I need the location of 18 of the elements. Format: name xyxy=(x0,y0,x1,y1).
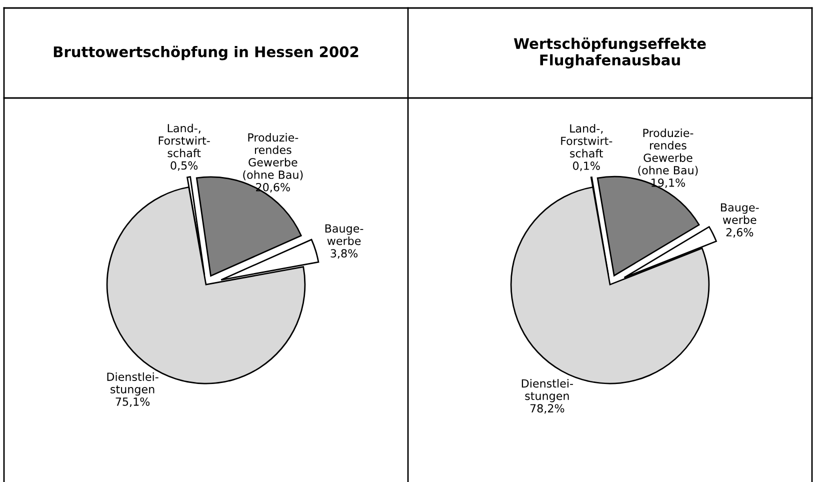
slice-label: Dienstlei- stungen xyxy=(107,372,158,396)
slice-label: Produzie- rendes Gewerbe (ohne Bau) xyxy=(638,128,698,176)
slice-label: Dienstlei- stungen xyxy=(522,379,573,402)
slice-label: Bauge- werbe xyxy=(721,203,759,224)
data-label: 0,1% xyxy=(572,162,600,172)
slice-label: Produzie- rendes Gewerbe (ohne Bau) xyxy=(243,133,303,180)
data-label: 78,2% xyxy=(530,404,564,414)
data-label: 75,1% xyxy=(116,397,150,407)
data-label: 3,8% xyxy=(330,249,358,259)
slice-label: Land-, Forstwirt- schaft xyxy=(561,124,612,158)
slice-label: Bauge- werbe xyxy=(325,224,364,246)
data-label: 19,1% xyxy=(652,178,686,188)
chart-title: Bruttowertschöpfung in Hessen 2002 xyxy=(54,46,358,60)
data-label: 0,5% xyxy=(170,161,198,171)
chart-title: Wertschöpfungseffekte Flughafenausbau xyxy=(514,38,706,68)
data-label: 2,6% xyxy=(726,228,754,238)
slice-label: Land-, Forstwirt- schaft xyxy=(158,124,210,158)
data-label: 20,6% xyxy=(256,182,290,193)
